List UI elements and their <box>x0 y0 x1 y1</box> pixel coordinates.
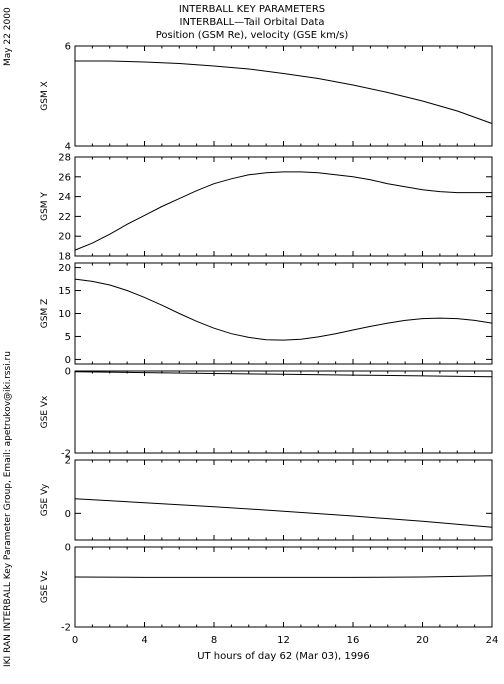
y-tick-label: 10 <box>58 309 71 320</box>
y-tick-label: 2 <box>65 456 71 467</box>
y-tick-label: 0 <box>65 367 71 378</box>
x-tick-label: 12 <box>277 635 290 646</box>
panel-frame <box>74 262 493 365</box>
series-line <box>74 371 493 378</box>
y-tick-label: 0 <box>65 355 71 366</box>
y-tick-label: 6 <box>65 42 71 53</box>
y-tick-label: 15 <box>58 286 71 297</box>
x-tick-label: 8 <box>211 635 217 646</box>
x-tick-label: 16 <box>347 635 360 646</box>
y-tick-label: 24 <box>58 192 71 203</box>
panel-frame <box>74 45 493 147</box>
x-axis-label: UT hours of day 62 (Mar 03), 1996 <box>197 651 370 662</box>
y-axis-label: GSM Y <box>40 192 50 221</box>
x-tick-label: 4 <box>141 635 147 646</box>
y-tick-label: -2 <box>61 449 71 460</box>
y-tick-label: 22 <box>58 212 71 223</box>
y-tick-label: 5 <box>65 332 71 343</box>
chart-subtitle: INTERBALL—Tail Orbital Data <box>179 17 325 28</box>
y-tick-label: 0 <box>65 509 71 520</box>
y-axis-label: GSE Vx <box>40 395 50 428</box>
series-line <box>75 60 493 124</box>
y-tick-label: 18 <box>58 252 71 263</box>
y-tick-label: 20 <box>58 232 71 243</box>
panel-frame <box>74 546 493 628</box>
y-tick-label: 20 <box>58 263 71 274</box>
y-tick-label: 28 <box>58 153 71 164</box>
y-axis-label: GSE Vy <box>40 483 50 516</box>
chart-title: INTERBALL KEY PARAMETERS <box>178 4 326 15</box>
y-tick-label: -2 <box>61 623 71 634</box>
series-line <box>74 498 493 528</box>
chart-caption: Position (GSM Re), velocity (GSE km/s) <box>155 30 349 41</box>
y-tick-label: 4 <box>65 142 71 153</box>
y-axis-label: GSE Vz <box>40 571 50 603</box>
x-tick-label: 24 <box>486 635 499 646</box>
series-line <box>74 171 492 251</box>
x-tick-label: 0 <box>72 635 78 646</box>
panel-frame <box>74 370 493 454</box>
y-axis-label: GSM Z <box>40 299 50 328</box>
y-tick-label: 0 <box>65 543 71 554</box>
series-line <box>74 575 493 578</box>
x-tick-label: 20 <box>416 635 429 646</box>
panel-frame <box>74 459 493 541</box>
y-axis-label: GSM X <box>40 81 50 110</box>
y-tick-label: 26 <box>58 172 71 183</box>
series-line <box>74 278 493 341</box>
